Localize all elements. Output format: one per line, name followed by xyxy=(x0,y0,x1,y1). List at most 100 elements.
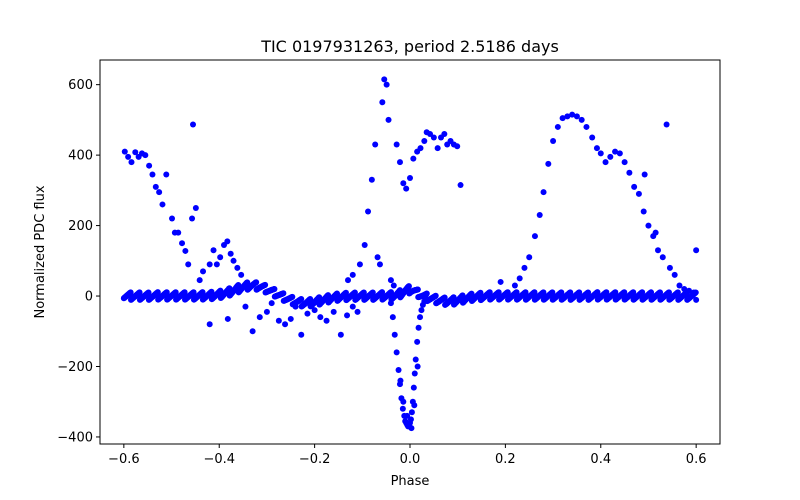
data-point xyxy=(271,285,278,292)
data-point xyxy=(511,282,518,289)
data-point xyxy=(289,293,296,300)
data-point xyxy=(594,289,601,296)
data-point xyxy=(550,138,557,145)
data-point xyxy=(330,308,337,315)
data-point xyxy=(388,289,395,296)
data-points xyxy=(120,76,700,432)
data-point xyxy=(450,294,457,301)
data-point xyxy=(635,190,642,197)
data-point xyxy=(415,324,422,331)
x-tick-label: −0.6 xyxy=(108,452,140,467)
data-point xyxy=(360,289,367,296)
data-point xyxy=(385,116,392,123)
data-point xyxy=(227,250,234,257)
data-point xyxy=(558,289,565,296)
data-point xyxy=(224,315,231,322)
data-point xyxy=(526,254,533,261)
x-tick-label: 0.4 xyxy=(590,452,611,467)
data-point xyxy=(497,278,504,285)
data-point xyxy=(185,261,192,268)
data-point xyxy=(630,289,637,296)
data-point xyxy=(531,233,538,240)
data-point xyxy=(169,215,176,222)
data-point xyxy=(206,321,213,328)
data-point xyxy=(410,384,417,391)
data-point xyxy=(545,160,552,167)
data-point xyxy=(372,141,379,148)
data-point xyxy=(597,150,604,157)
y-tick-label: 400 xyxy=(68,149,93,164)
data-point xyxy=(589,134,596,141)
data-point xyxy=(154,289,161,296)
data-point xyxy=(351,289,358,296)
data-point xyxy=(345,277,351,284)
data-point xyxy=(349,271,356,278)
data-point xyxy=(411,370,418,377)
data-point xyxy=(540,189,547,196)
data-point xyxy=(190,289,197,296)
data-point xyxy=(531,289,538,296)
data-point xyxy=(418,307,425,314)
y-axis-label: Normalized PDC flux xyxy=(33,185,48,318)
data-point xyxy=(349,303,356,310)
data-point xyxy=(404,412,411,419)
data-point xyxy=(354,308,361,315)
data-point xyxy=(304,310,311,317)
data-point xyxy=(142,152,149,159)
data-point xyxy=(427,130,434,137)
data-point xyxy=(234,264,241,271)
data-point xyxy=(249,328,256,335)
data-point xyxy=(368,176,375,183)
data-point xyxy=(374,254,381,261)
data-point xyxy=(275,317,282,324)
data-point xyxy=(208,288,215,295)
data-point xyxy=(230,257,237,264)
data-point xyxy=(400,398,407,405)
y-tick-label: −400 xyxy=(57,430,93,445)
data-point xyxy=(365,208,372,215)
data-point xyxy=(683,289,690,296)
data-point xyxy=(513,289,520,296)
data-point xyxy=(395,367,402,374)
data-point xyxy=(569,111,576,118)
data-point xyxy=(621,289,628,296)
data-point xyxy=(179,240,186,247)
data-point xyxy=(665,289,672,296)
x-axis-label: Phase xyxy=(391,474,430,489)
data-point xyxy=(244,279,251,286)
data-point xyxy=(593,145,600,152)
data-point xyxy=(189,215,196,222)
x-axis: −0.6 −0.4 −0.2 0.0 0.2 0.4 0.6 xyxy=(108,444,706,467)
y-tick-label: 200 xyxy=(68,219,93,234)
x-tick-label: −0.4 xyxy=(203,452,235,467)
chart-title: TIC 0197931263, period 2.5186 days xyxy=(260,37,559,56)
data-point xyxy=(217,287,224,294)
data-point xyxy=(393,349,400,356)
x-tick-label: −0.2 xyxy=(299,452,331,467)
data-point xyxy=(298,295,305,302)
data-point xyxy=(495,289,502,296)
data-point xyxy=(671,271,678,278)
data-point xyxy=(242,303,249,310)
data-point xyxy=(307,295,314,302)
data-point xyxy=(311,307,318,314)
data-point xyxy=(641,171,648,178)
data-point xyxy=(181,289,188,296)
y-tick-label: 600 xyxy=(68,78,93,93)
data-point xyxy=(459,292,466,299)
data-point xyxy=(146,162,153,169)
y-tick-label: 0 xyxy=(85,290,93,305)
data-point xyxy=(631,183,638,190)
data-point xyxy=(412,356,419,363)
data-point xyxy=(196,277,203,284)
data-point xyxy=(175,229,182,236)
data-point xyxy=(356,261,363,268)
data-point xyxy=(414,338,421,345)
data-point xyxy=(253,279,260,286)
data-point xyxy=(522,289,529,296)
data-point xyxy=(287,315,294,322)
data-point xyxy=(262,281,269,288)
data-point xyxy=(325,292,332,299)
data-point xyxy=(369,289,376,296)
data-point xyxy=(693,296,700,303)
